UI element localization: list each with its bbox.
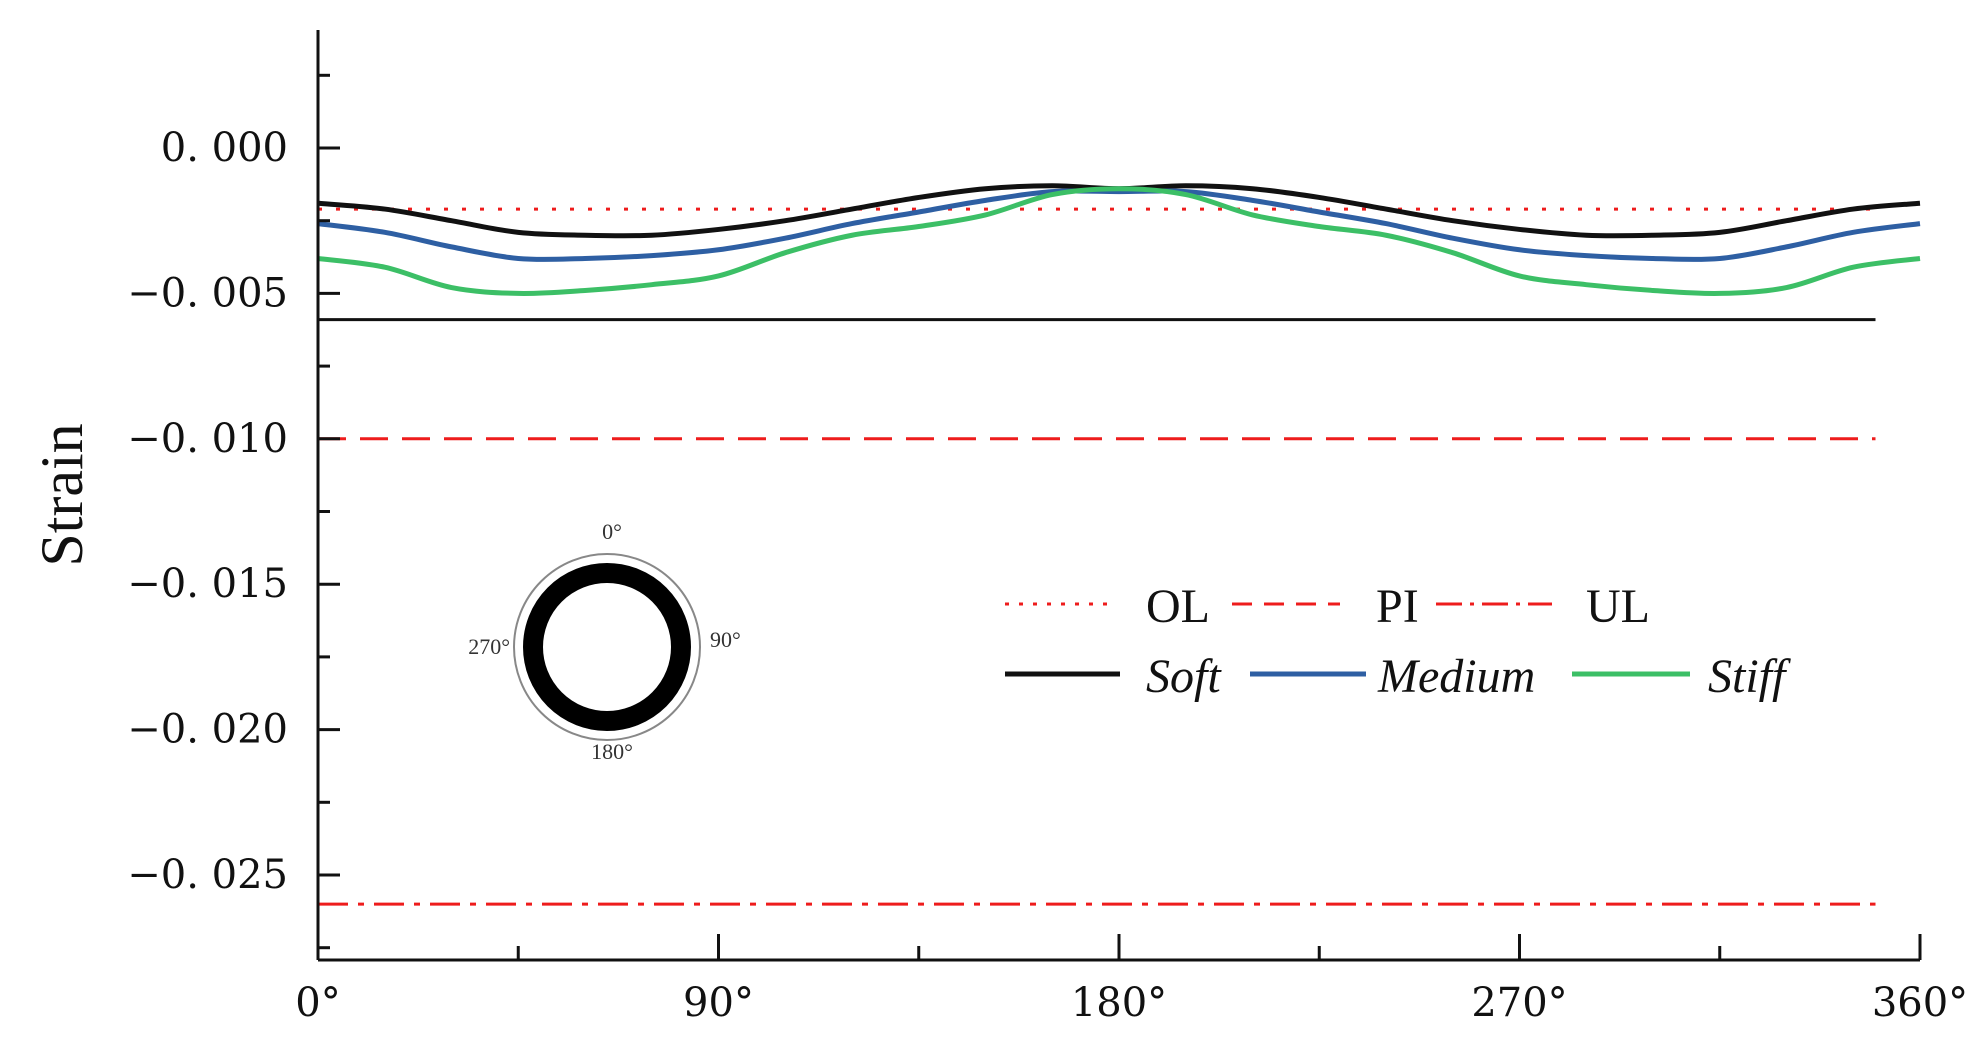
series-line-stiff [317,186,1921,296]
y-tick-label: −0. 020 [127,707,288,753]
pipe-wall-ring [523,563,691,731]
y-tick-label: −0. 010 [127,416,288,462]
legend-label-medium: Medium [1377,650,1535,703]
pipe-outer-guide-ring [513,553,701,741]
legend-label-soft: Soft [1146,650,1222,703]
legend-label-pi: PI [1376,580,1419,633]
x-tick-label: 270° [1471,980,1567,1026]
legend-label-ul: UL [1586,580,1650,633]
inset-label-0deg: 0° [602,519,622,544]
y-tick-label: −0. 025 [127,852,288,898]
inset-label-90deg: 90° [710,627,741,652]
series-lines [317,183,1921,296]
y-axis-title: Strain [29,423,95,566]
series-line-medium [317,188,1921,262]
y-tick-label: 0. 000 [161,125,288,171]
x-tick-label: 90° [683,980,754,1026]
axes: 0. 000 −0. 005 −0. 010 −0. 015 −0. 020 −0. 02… [127,30,1968,1026]
y-tick-label: −0. 015 [127,561,288,607]
x-tick-label: 0° [295,980,340,1026]
x-tick-label: 180° [1071,980,1167,1026]
pipe-cross-section-inset: 0° 90° 180° 270° [468,519,741,764]
x-tick-label: 360° [1872,980,1968,1026]
legend: OL PI UL Soft Medium Stiff [1005,580,1791,703]
inset-label-180deg: 180° [591,739,633,764]
inset-label-270deg: 270° [468,634,510,659]
y-tick-label: −0. 005 [127,270,288,316]
legend-label-stiff: Stiff [1708,650,1791,703]
legend-label-ol: OL [1146,580,1210,633]
reference-lines [318,207,1876,906]
